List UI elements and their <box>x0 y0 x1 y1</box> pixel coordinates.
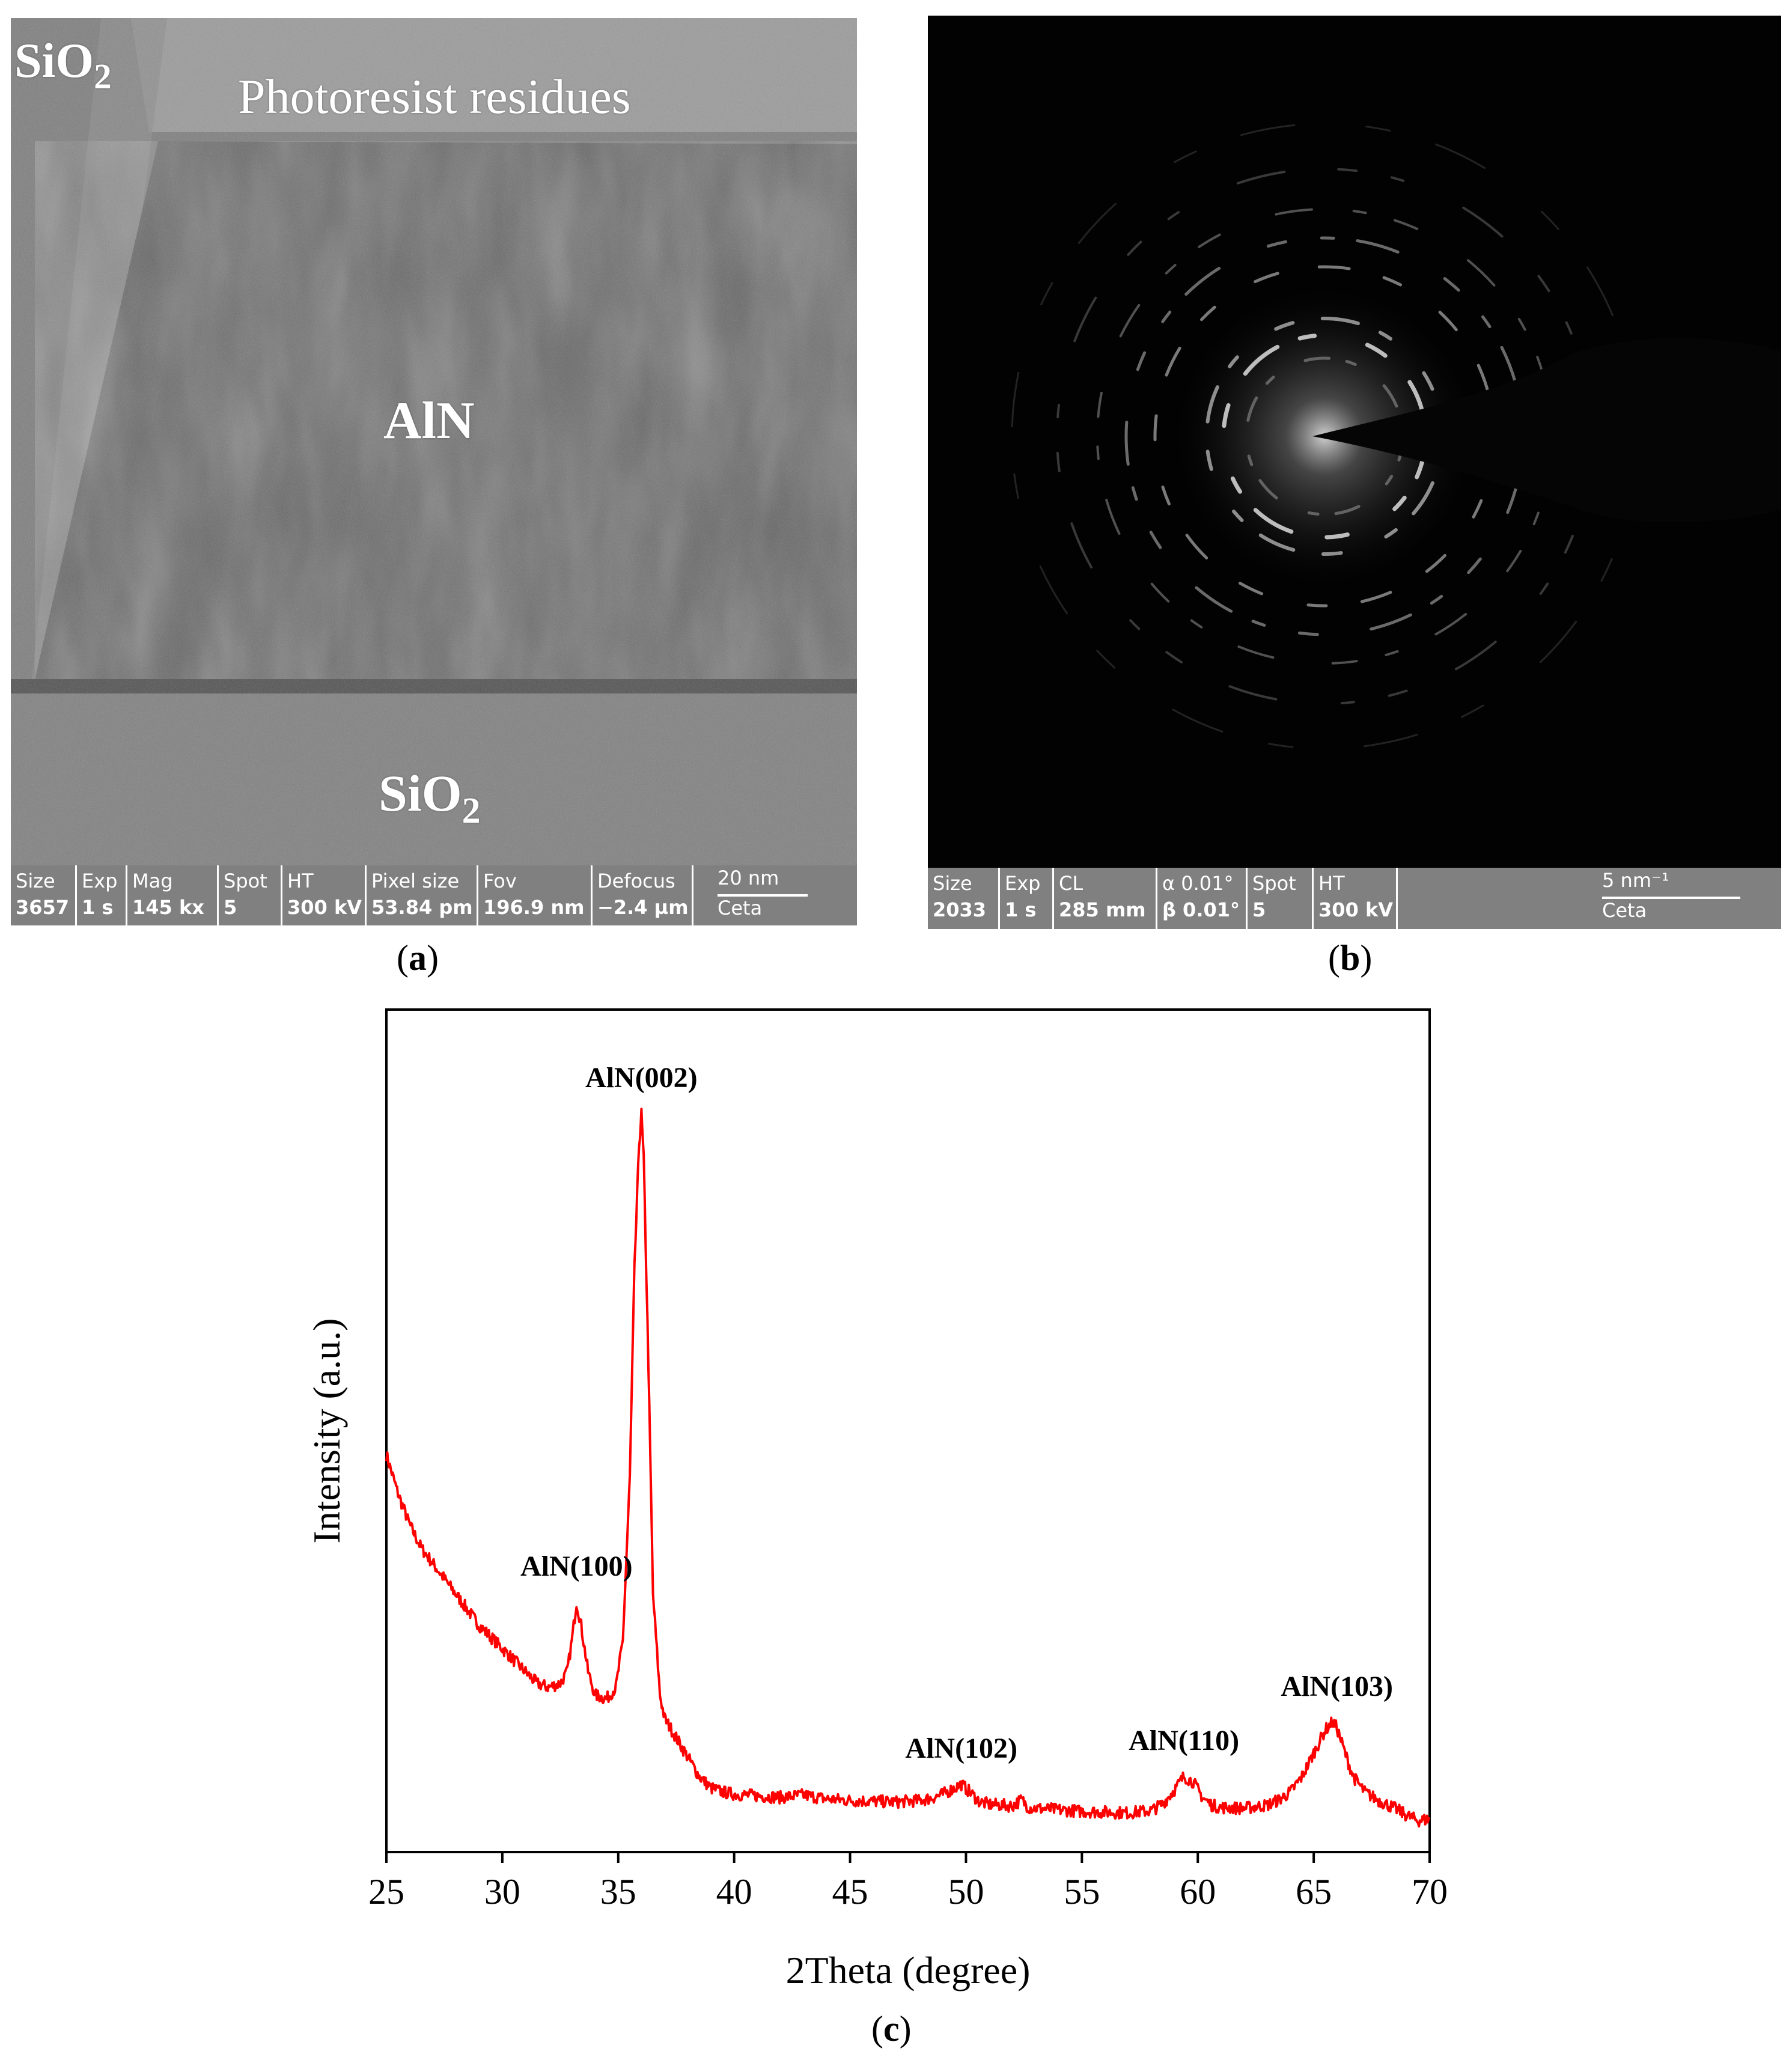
xrd-series <box>385 1108 1431 1828</box>
peak-annotations: AlN(002) AlN(100) AlN(102) AlN(110) AlN(103) <box>520 1062 1393 1764</box>
x-tick-label: 65 <box>1296 1872 1332 1912</box>
sio2-bottom-label: SiO2 <box>379 764 481 831</box>
y-axis-label: Intensity (a.u.) <box>305 1318 348 1544</box>
x-ticks: 25 30 35 40 45 50 55 60 65 70 <box>368 1852 1448 1912</box>
peak-label: AlN(103) <box>1281 1671 1393 1702</box>
tem-info-bar: Size 3657 Exp 1 s Mag 145 kx Spot 5 HT 300 kV… <box>11 865 857 925</box>
scale-bar-cell: 20 nm Ceta <box>693 865 857 925</box>
scale-bar <box>1602 897 1740 899</box>
x-tick-label: 70 <box>1412 1872 1448 1912</box>
x-axis-label: 2Theta (degree) <box>786 1949 1031 1991</box>
peak-label: AlN(100) <box>520 1550 633 1582</box>
plot-frame <box>385 1008 1431 1853</box>
photoresist-label: Photoresist residues <box>238 69 631 124</box>
xrd-line <box>385 1108 1431 1828</box>
scale-bar-text: 20 nm <box>718 867 779 889</box>
saed-pattern <box>928 16 1781 868</box>
info-cell: CL 285 mm <box>1054 868 1157 929</box>
sio2-top-label: SiO2 <box>14 33 112 96</box>
x-tick-label: 40 <box>716 1872 752 1912</box>
info-cell: HT 300 kV <box>1314 868 1398 929</box>
info-cell: α 0.01° β 0.01° <box>1157 868 1248 929</box>
x-tick-label: 25 <box>368 1872 404 1912</box>
info-cell: Exp 1 s <box>77 865 127 925</box>
tem-panel: SiO2 Photoresist residues AlN SiO2 Size 3… <box>11 18 857 925</box>
saed-info-bar: Size 2033 Exp 1 s CL 285 mm α 0.01° β 0.01° … <box>928 868 1781 929</box>
x-tick-label: 30 <box>484 1872 520 1912</box>
x-tick-label: 50 <box>948 1872 984 1912</box>
detector-label: Ceta <box>718 897 763 919</box>
x-tick-label: 60 <box>1180 1872 1216 1912</box>
info-cell: Size 2033 <box>928 868 1000 929</box>
saed-panel: Size 2033 Exp 1 s CL 285 mm α 0.01° β 0.01° … <box>928 16 1781 929</box>
info-cell: Fov 196.9 nm <box>478 865 593 925</box>
info-cell: Pixel size 53.84 pm <box>367 865 478 925</box>
info-cell: Spot 5 <box>219 865 282 925</box>
x-tick-label: 55 <box>1064 1872 1100 1912</box>
x-tick-label: 35 <box>600 1872 636 1912</box>
xrd-chart: 25 30 35 40 45 50 55 60 65 70 AlN(002)AlN(100)AlN… <box>305 1008 1448 1991</box>
panel-letter-b: (b) <box>1328 938 1373 978</box>
scale-bar <box>718 894 808 897</box>
panel-letter-c: (c) <box>871 2009 912 2049</box>
peak-label: AlN(110) <box>1129 1725 1239 1757</box>
info-cell: HT 300 kV <box>282 865 367 925</box>
info-cell: Exp 1 s <box>1000 868 1054 929</box>
aln-label: AlN <box>383 392 475 450</box>
scale-bar-text: 5 nm⁻¹ <box>1602 869 1669 892</box>
info-cell: Defocus −2.4 µm <box>593 865 693 925</box>
scale-bar-cell: 5 nm⁻¹ Ceta <box>1398 868 1781 929</box>
info-cell: Size 3657 <box>11 865 77 925</box>
peak-label: AlN(102) <box>905 1732 1017 1764</box>
x-tick-label: 45 <box>832 1872 868 1912</box>
peak-label: AlN(002) <box>585 1062 698 1094</box>
panel-letter-a: (a) <box>397 938 439 978</box>
info-cell: Spot 5 <box>1248 868 1314 929</box>
tem-micrograph <box>11 18 857 865</box>
info-cell: Mag 145 kx <box>127 865 219 925</box>
detector-label: Ceta <box>1602 899 1647 922</box>
